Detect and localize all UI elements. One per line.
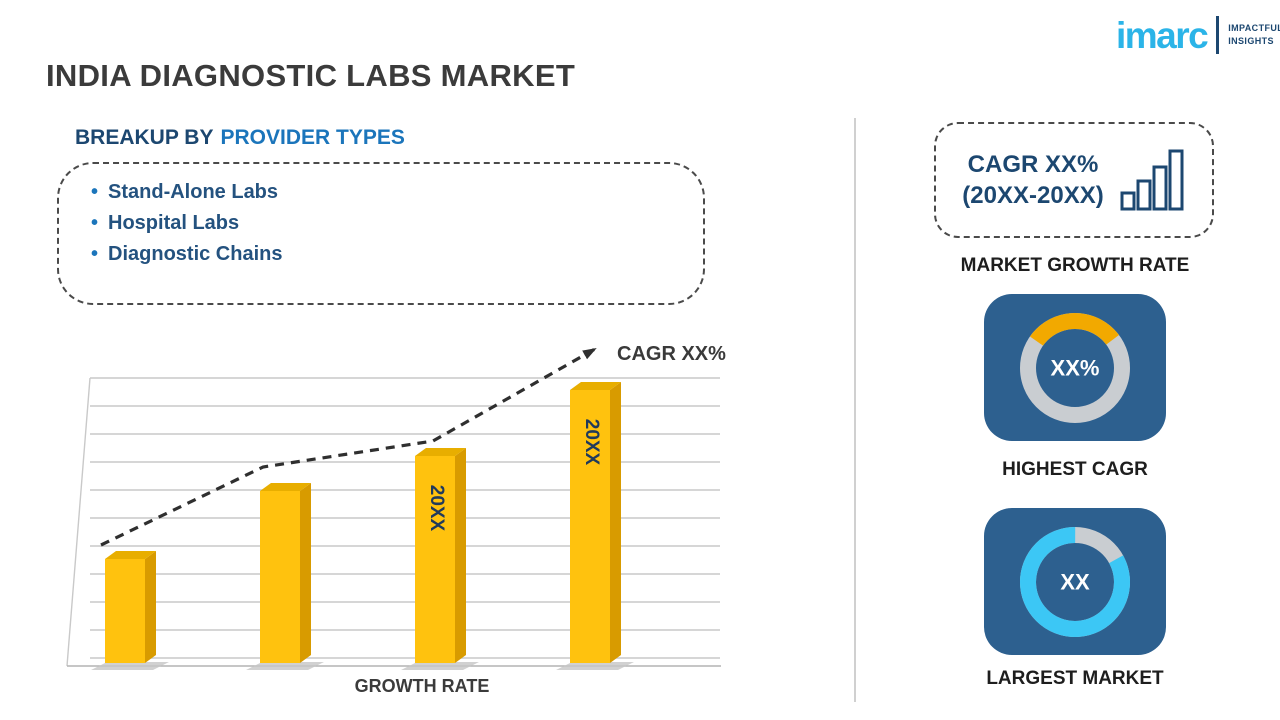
chart-bars: 20XX 20XX [91, 382, 634, 670]
bullet-icon: • [91, 212, 99, 234]
breakup-heading-highlight: PROVIDER TYPES [220, 126, 405, 149]
highest-cagr-label: HIGHEST CAGR [1002, 459, 1148, 480]
provider-types-box: • Stand-Alone Labs • Hospital Labs • Diagno… [57, 162, 705, 305]
highest-cagr-value: XX% [1051, 355, 1100, 380]
cagr-box-line2: (20XX-20XX) [962, 182, 1104, 209]
cagr-annotation: CAGR XX% [617, 343, 726, 365]
page-title: INDIA DIAGNOSTIC LABS MARKET [46, 58, 576, 93]
x-axis-label: GROWTH RATE [354, 676, 490, 696]
logo-tagline-line2: INSIGHTS [1228, 36, 1274, 46]
breakup-heading-prefix: BREAKUP BY [75, 126, 214, 149]
largest-market-label: LARGEST MARKET [986, 668, 1164, 689]
bullet-icon: • [91, 181, 99, 203]
provider-item: • Stand-Alone Labs [91, 177, 703, 208]
logo-tagline: IMPACTFUL INSIGHTS [1228, 22, 1280, 48]
largest-market-tile: XX [984, 508, 1166, 655]
cagr-box: CAGR XX% (20XX-20XX) [934, 122, 1214, 238]
logo-tagline-line1: IMPACTFUL [1228, 22, 1280, 33]
svg-text:20XX: 20XX [426, 485, 447, 532]
imarc-logo-text: imarc [1116, 14, 1209, 56]
section-divider [854, 118, 856, 702]
imarc-logo: imarc IMPACTFUL INSIGHTS [1116, 16, 1280, 54]
provider-item: • Hospital Labs [91, 208, 703, 239]
provider-item-label: Diagnostic Chains [108, 243, 283, 265]
provider-item-label: Hospital Labs [108, 212, 240, 234]
provider-item: • Diagnostic Chains [91, 239, 703, 270]
highest-cagr-donut: XX% [1020, 312, 1130, 423]
growth-bar-chart: 20XX 20XX CAGR XX% [66, 343, 726, 670]
market-growth-rate-label: MARKET GROWTH RATE [960, 255, 1190, 276]
chart-gridlines [66, 377, 721, 667]
bullet-icon: • [91, 243, 99, 265]
largest-market-donut: XX [1020, 526, 1130, 637]
growth-bars-icon [1120, 149, 1184, 211]
cagr-box-text: CAGR XX% (20XX-20XX) [962, 149, 1103, 211]
logo-divider [1216, 16, 1220, 54]
highest-cagr-tile: XX% [984, 294, 1166, 441]
cagr-box-line1: CAGR XX% [967, 150, 1099, 178]
provider-item-label: Stand-Alone Labs [108, 181, 279, 203]
breakup-heading: BREAKUP BY PROVIDER TYPES [75, 126, 405, 150]
svg-text:20XX: 20XX [581, 419, 602, 466]
provider-types-list: • Stand-Alone Labs • Hospital Labs • Diagno… [91, 177, 703, 270]
largest-market-value: XX [1060, 569, 1090, 594]
